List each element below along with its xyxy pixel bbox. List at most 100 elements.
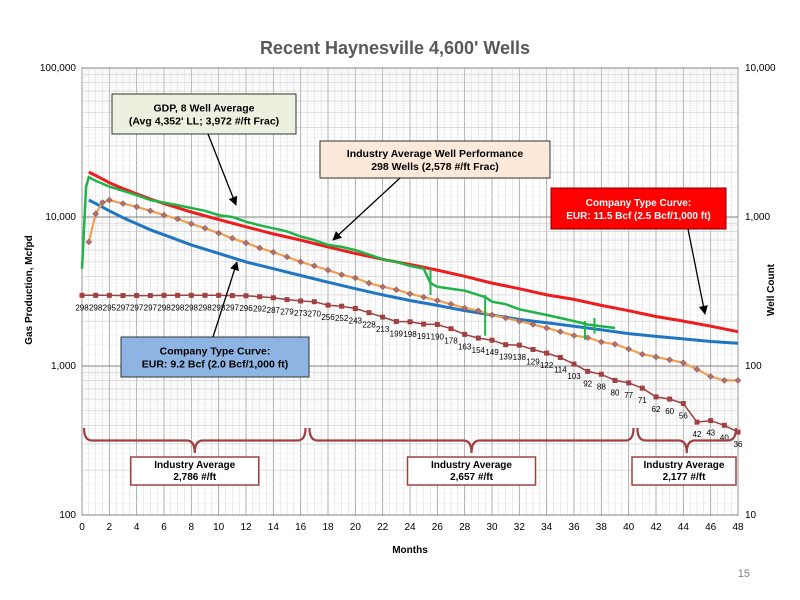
well-count-point [175, 292, 181, 298]
industry-point [461, 304, 469, 312]
annotations: GDP, 8 Well Average(Avg 4,352' LL; 3,972… [111, 93, 727, 378]
series-company-blue-line [88, 198, 739, 345]
y-axis-label: Gas Production, Mcfpd [24, 235, 35, 344]
series-gdp-line [80, 175, 616, 330]
well-count-point [393, 318, 399, 324]
industry-point [310, 262, 318, 270]
well-count-point [120, 293, 126, 299]
well-count-label: 62 [652, 405, 661, 414]
x-tick-label: 12 [240, 522, 252, 533]
industry-point [611, 340, 619, 348]
well-count-label: 154 [472, 346, 486, 355]
annotation-box-company_red [550, 187, 727, 230]
well-count-labels: 298 298 295 297 297 297 298 298 298 298 298 297 296 2… [75, 303, 743, 449]
series [79, 170, 742, 435]
well-count-point [202, 292, 208, 298]
y2-tick-label: 1,000 [745, 212, 770, 223]
well-count-label: 270 [308, 310, 322, 319]
industry-point [488, 311, 496, 319]
well-count-label: 298 [171, 303, 185, 312]
industry-point [638, 350, 646, 358]
bracket-text-1: 2,786 #/ft [173, 472, 216, 483]
industry-point [351, 274, 359, 282]
x-tick-label: 26 [432, 522, 444, 533]
bracket-box-3 [631, 456, 737, 486]
bracket-text-2: Industry Average [431, 460, 512, 471]
well-count-point [708, 418, 714, 424]
well-count-label: 198 [403, 330, 417, 339]
well-count-label: 103 [567, 372, 581, 381]
well-count-point [680, 401, 686, 407]
well-count-label: 273 [294, 309, 308, 318]
well-count-point [448, 326, 454, 332]
x-tick-label: 22 [377, 522, 389, 533]
annotation-box-company_blue [120, 336, 310, 378]
industry-point [433, 297, 441, 304]
industry-point [529, 321, 537, 328]
well-count-label: 36 [734, 440, 743, 449]
industry-point [228, 234, 236, 242]
well-count-point [735, 429, 741, 435]
well-count-label: 297 [226, 304, 240, 313]
annotation-text-company_red: Company Type Curve: [586, 198, 691, 209]
well-count-point [311, 299, 317, 305]
annotation-text-industry: Industry Average Well Performance [347, 148, 524, 160]
well-count-label: 298 [198, 303, 212, 312]
industry-point [392, 286, 400, 294]
industry-point [406, 290, 414, 298]
industry-point [570, 332, 578, 339]
well-count-point [134, 293, 140, 299]
industry-point [515, 317, 523, 325]
x-tick-label: 8 [189, 522, 195, 533]
annotation-text-gdp: GDP, 8 Well Average [154, 103, 255, 115]
x-tick-label: 0 [79, 522, 85, 533]
industry-point [215, 229, 223, 237]
industry-point [420, 293, 428, 301]
x-tick-label: 38 [596, 522, 608, 533]
well-count-label: 297 [116, 304, 130, 313]
well-count-label: 298 [157, 303, 171, 312]
industry-point [174, 215, 182, 223]
well-count-point [653, 394, 659, 400]
x-tick-label: 4 [134, 522, 140, 533]
well-count-label: 71 [638, 396, 647, 405]
well-count-point [257, 294, 263, 300]
industry-point [707, 373, 715, 380]
well-count-point [147, 293, 153, 299]
bracket-1 [82, 427, 307, 454]
well-count-point [626, 380, 632, 386]
industry-point [597, 338, 605, 346]
annotation-text-company_blue: EUR: 9.2 Bcf (2.0 Bcf/1,000 ft) [142, 359, 288, 371]
well-count-label: 139 [499, 353, 513, 362]
well-count-point [93, 292, 99, 298]
industry-point [502, 314, 510, 322]
well-count-label: 42 [693, 430, 702, 439]
well-count-label: 80 [611, 388, 620, 397]
industry-point [666, 356, 674, 364]
industry-point [734, 377, 742, 384]
annotation-text-company_red: EUR: 11.5 Bcf (2.5 Bcf/1,000 ft) [566, 211, 711, 222]
industry-point [283, 253, 291, 261]
well-count-point [366, 310, 372, 316]
bracket-2 [308, 427, 635, 454]
x-tick-label: 24 [404, 522, 416, 533]
industry-point [146, 207, 154, 215]
x-tick-label: 46 [705, 522, 717, 533]
well-count-label: 122 [540, 361, 554, 370]
well-count-point [298, 298, 304, 304]
well-count-point [694, 419, 700, 425]
well-count-point [667, 396, 673, 402]
arrow-company-red [687, 228, 708, 315]
bracket-box-2 [406, 456, 537, 486]
well-count-label: 297 [144, 304, 158, 313]
well-count-point [243, 293, 249, 299]
well-count-point [721, 422, 727, 428]
well-count-label: 297 [130, 304, 144, 313]
well-count-label: 213 [376, 325, 390, 334]
industry-point [256, 244, 264, 252]
x-tick-label: 32 [514, 522, 526, 533]
industry-point [543, 324, 551, 332]
industry-point [324, 266, 332, 274]
well-count-label: 149 [485, 348, 499, 357]
